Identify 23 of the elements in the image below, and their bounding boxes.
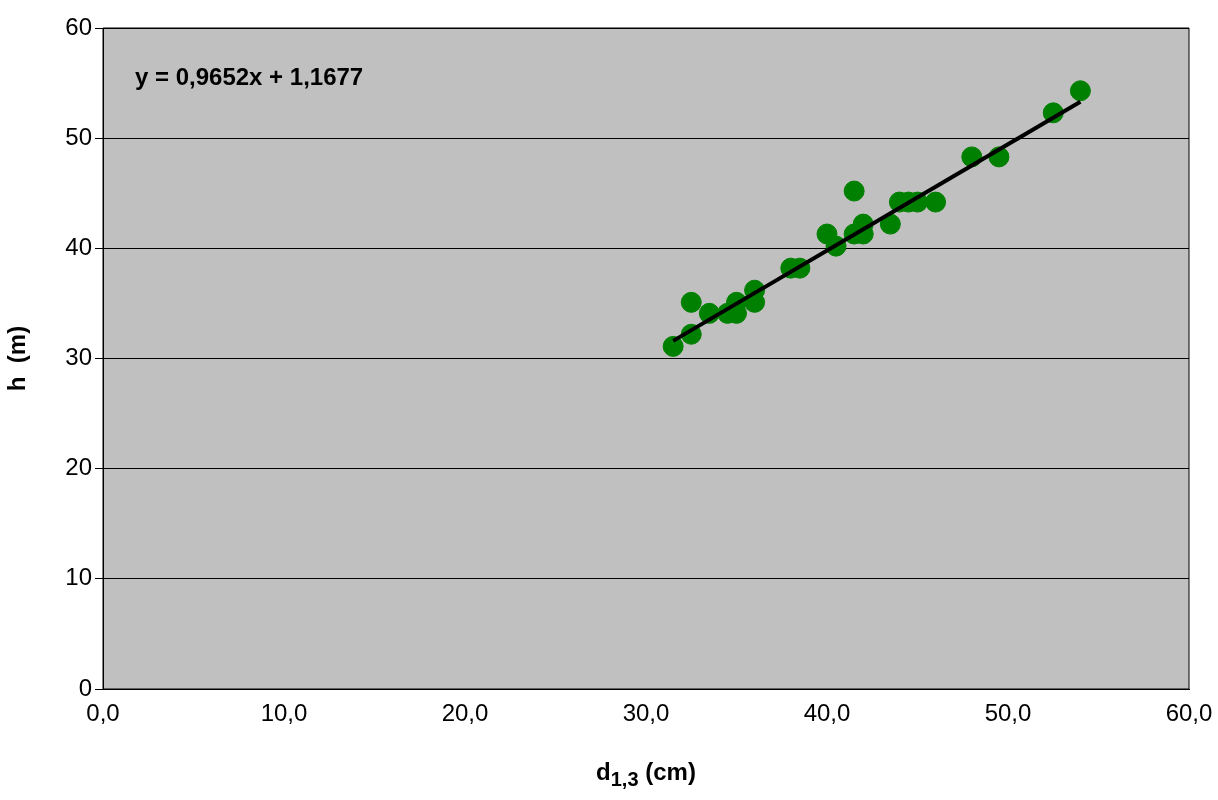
point (680, 291, 702, 313)
y-tick-label: 40 (65, 232, 92, 260)
y-tick-label: 30 (65, 343, 92, 371)
x-tick-label: 50,0 (984, 699, 1032, 727)
x-tick-label: 40,0 (803, 699, 851, 727)
y-tick-label: 10 (65, 563, 92, 591)
point (662, 335, 684, 357)
x-tick-label: 60,0 (1165, 699, 1213, 727)
y-axis-title: h (m) (3, 325, 31, 392)
x-tick-label: 30,0 (622, 699, 670, 727)
point (925, 191, 947, 213)
y-tick-label: 50 (65, 122, 92, 150)
x-tick-label: 10,0 (260, 699, 308, 727)
annotation: y = 0,9652x + 1,1677 (135, 62, 364, 90)
y-tick-label: 0 (78, 673, 92, 701)
y-tick-label: 60 (65, 12, 92, 40)
x-axis-title: d$_{1,3}$ (cm) (595, 758, 697, 791)
point (1069, 80, 1091, 102)
x-tick-label: 0,0 (86, 699, 120, 727)
y-tick-label: 20 (65, 453, 92, 481)
point (879, 213, 901, 235)
point (843, 180, 865, 202)
x-tick-label: 20,0 (441, 699, 489, 727)
